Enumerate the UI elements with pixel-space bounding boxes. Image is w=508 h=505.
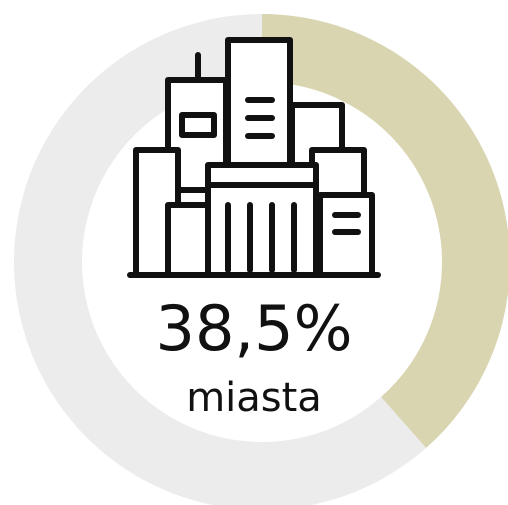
city-icon — [127, 37, 381, 278]
category-label: miasta — [186, 375, 322, 421]
donut — [14, 14, 508, 505]
donut-segment — [262, 14, 508, 449]
value-label: 38,5% — [156, 292, 353, 365]
donut-segment — [14, 14, 427, 505]
